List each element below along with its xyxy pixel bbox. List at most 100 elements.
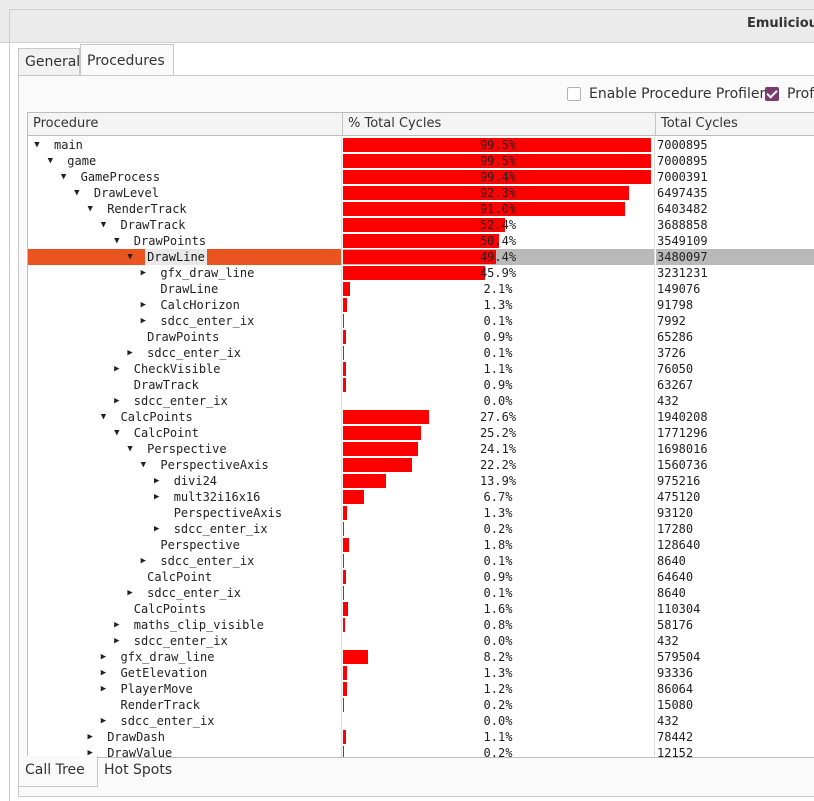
table-row[interactable]: ▶ gfx_draw_line 8.2% 579504 xyxy=(28,649,814,665)
collapse-arrow-icon[interactable]: ▼ xyxy=(60,172,67,182)
expand-arrow-icon[interactable]: ▶ xyxy=(127,348,133,358)
collapse-arrow-icon[interactable]: ▼ xyxy=(114,236,120,246)
table-row[interactable]: ▶ gfx_draw_line 45.9% 3231231 xyxy=(28,265,814,281)
table-row[interactable]: ▼ DrawLine 49.4% 3480097 xyxy=(28,249,814,265)
pct-cell: 0.9% xyxy=(343,569,655,585)
table-row[interactable]: ▼ RenderTrack 91.0% 6403482 xyxy=(28,201,814,217)
collapse-arrow-icon[interactable]: ▼ xyxy=(100,220,107,230)
table-row[interactable]: ▶ maths_clip_visible 0.8% 58176 xyxy=(28,617,814,633)
table-row[interactable]: ▼ game 99.5% 7000895 xyxy=(28,153,814,169)
table-row[interactable]: ▶ sdcc_enter_ix 0.0% 432 xyxy=(28,393,814,409)
table-row[interactable]: ▶ sdcc_enter_ix 0.0% 432 xyxy=(28,633,814,649)
col-procedure-header[interactable]: Procedure xyxy=(28,113,343,135)
table-row[interactable]: PerspectiveAxis 1.3% 93120 xyxy=(28,505,814,521)
collapse-arrow-icon[interactable]: ▼ xyxy=(127,252,133,262)
expand-arrow-icon[interactable]: ▶ xyxy=(153,524,160,534)
table-row[interactable]: ▶ mult32i16x16 6.7% 475120 xyxy=(28,489,814,505)
tab-hot-spots[interactable]: Hot Spots xyxy=(104,762,173,778)
procedure-cell: ▶ gfx_draw_line xyxy=(28,649,342,665)
procedure-cell: ▼ main xyxy=(28,137,342,153)
expand-arrow-icon[interactable]: ▶ xyxy=(153,492,160,502)
table-row[interactable]: ▶ sdcc_enter_ix 0.1% 8640 xyxy=(28,553,814,569)
total-cycles-cell: 3688858 xyxy=(657,218,708,232)
table-row[interactable]: ▼ DrawLevel 92.3% 6497435 xyxy=(28,185,814,201)
expand-arrow-icon[interactable]: ▶ xyxy=(114,364,120,374)
expand-arrow-icon[interactable]: ▶ xyxy=(114,396,120,406)
collapse-arrow-icon[interactable]: ▼ xyxy=(100,412,107,422)
total-cycles-cell: 975216 xyxy=(657,474,701,488)
expand-arrow-icon[interactable]: ▶ xyxy=(153,476,160,486)
collapse-arrow-icon[interactable]: ▼ xyxy=(74,188,80,198)
expand-arrow-icon[interactable]: ▶ xyxy=(87,732,93,742)
enable-profiler-option[interactable]: Enable Procedure Profiler xyxy=(567,84,765,104)
enable-profiler-checkbox[interactable] xyxy=(567,87,581,101)
table-row[interactable]: ▼ CalcPoints 27.6% 1940208 xyxy=(28,409,814,425)
expand-arrow-icon[interactable]: ▶ xyxy=(114,620,120,630)
profiler-checkbox[interactable] xyxy=(765,87,779,101)
cycles-bar xyxy=(343,186,629,200)
cycles-bar xyxy=(343,330,346,344)
col-total-header[interactable]: Total Cycles xyxy=(661,116,738,131)
expand-arrow-icon[interactable]: ▶ xyxy=(100,652,107,662)
cycles-bar xyxy=(343,170,651,184)
procedure-name: divi24 xyxy=(173,474,218,488)
table-row[interactable]: ▼ DrawTrack 52.4% 3688858 xyxy=(28,217,814,233)
table-row[interactable]: ▶ sdcc_enter_ix 0.1% 7992 xyxy=(28,313,814,329)
table-row[interactable]: ▶ DrawValue 0.2% 12152 xyxy=(28,745,814,758)
table-row[interactable]: ▼ PerspectiveAxis 22.2% 1560736 xyxy=(28,457,814,473)
expand-arrow-icon[interactable]: ▶ xyxy=(140,556,147,566)
expand-arrow-icon[interactable]: ▶ xyxy=(114,636,120,646)
table-row[interactable]: ▼ main 99.5% 7000895 xyxy=(28,137,814,153)
expand-arrow-icon[interactable]: ▶ xyxy=(100,716,107,726)
table-row[interactable]: CalcPoints 1.6% 110304 xyxy=(28,601,814,617)
table-row[interactable]: ▼ CalcPoint 25.2% 1771296 xyxy=(28,425,814,441)
procedure-name: sdcc_enter_ix xyxy=(160,314,255,328)
table-row[interactable]: ▶ GetElevation 1.3% 93336 xyxy=(28,665,814,681)
table-row[interactable]: CalcPoint 0.9% 64640 xyxy=(28,569,814,585)
procedure-cell: ▶ sdcc_enter_ix xyxy=(28,633,342,649)
profiler-option[interactable]: Prof xyxy=(765,84,814,104)
tab-procedures[interactable]: Procedures xyxy=(80,44,174,76)
table-row[interactable]: ▶ sdcc_enter_ix 0.0% 432 xyxy=(28,713,814,729)
tab-general[interactable]: General xyxy=(18,48,80,75)
collapse-arrow-icon[interactable]: ▼ xyxy=(47,156,53,166)
expand-arrow-icon[interactable]: ▶ xyxy=(87,748,93,758)
expand-arrow-icon[interactable]: ▶ xyxy=(140,268,147,278)
table-row[interactable]: ▶ sdcc_enter_ix 0.1% 3726 xyxy=(28,345,814,361)
table-row[interactable]: ▼ DrawPoints 50.4% 3549109 xyxy=(28,233,814,249)
table-row[interactable]: ▶ PlayerMove 1.2% 86064 xyxy=(28,681,814,697)
table-row[interactable]: ▶ sdcc_enter_ix 0.2% 17280 xyxy=(28,521,814,537)
table-row[interactable]: DrawPoints 0.9% 65286 xyxy=(28,329,814,345)
pct-cell: 99.5% xyxy=(343,137,655,153)
table-row[interactable]: Perspective 1.8% 128640 xyxy=(28,537,814,553)
collapse-arrow-icon[interactable]: ▼ xyxy=(34,140,40,150)
table-row[interactable]: ▶ divi24 13.9% 975216 xyxy=(28,473,814,489)
procedure-cell: ▶ maths_clip_visible xyxy=(28,617,342,633)
table-row[interactable]: ▶ CheckVisible 1.1% 76050 xyxy=(28,361,814,377)
pct-value: 0.1% xyxy=(483,314,513,328)
table-row[interactable]: DrawLine 2.1% 149076 xyxy=(28,281,814,297)
tab-call-tree[interactable]: Call Tree xyxy=(18,756,98,787)
total-cycles-cell: 1560736 xyxy=(657,458,708,472)
collapse-arrow-icon[interactable]: ▼ xyxy=(114,428,120,438)
expand-arrow-icon[interactable]: ▶ xyxy=(140,316,147,326)
table-row[interactable]: DrawTrack 0.9% 63267 xyxy=(28,377,814,393)
collapse-arrow-icon[interactable]: ▼ xyxy=(127,444,133,454)
collapse-arrow-icon[interactable]: ▼ xyxy=(140,460,147,470)
total-cycles-cell: 12152 xyxy=(657,746,694,758)
col-pct-header[interactable]: % Total Cycles xyxy=(343,113,656,135)
expand-arrow-icon[interactable]: ▶ xyxy=(127,588,133,598)
expand-arrow-icon[interactable]: ▶ xyxy=(100,684,107,694)
expand-arrow-icon[interactable]: ▶ xyxy=(140,300,147,310)
table-row[interactable]: RenderTrack 0.2% 15080 xyxy=(28,697,814,713)
table-row[interactable]: ▶ DrawDash 1.1% 78442 xyxy=(28,729,814,745)
table-row[interactable]: ▶ CalcHorizon 1.3% 91798 xyxy=(28,297,814,313)
collapse-arrow-icon[interactable]: ▼ xyxy=(87,204,93,214)
pct-cell: 13.9% xyxy=(343,473,655,489)
table-row[interactable]: ▼ Perspective 24.1% 1698016 xyxy=(28,441,814,457)
pct-cell: 8.2% xyxy=(343,649,655,665)
expand-arrow-icon[interactable]: ▶ xyxy=(100,668,107,678)
table-row[interactable]: ▶ sdcc_enter_ix 0.1% 8640 xyxy=(28,585,814,601)
table-row[interactable]: ▼ GameProcess 99.4% 7000391 xyxy=(28,169,814,185)
procedure-name: GameProcess xyxy=(80,170,161,184)
